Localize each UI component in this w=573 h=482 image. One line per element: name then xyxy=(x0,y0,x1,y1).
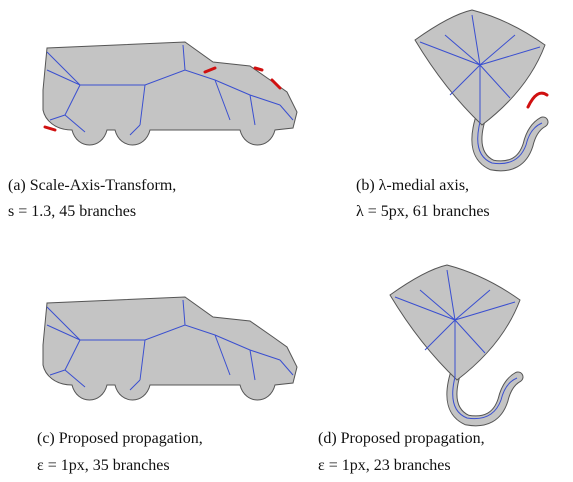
panel-b-image xyxy=(415,10,547,166)
caption-part: (a) xyxy=(8,177,26,194)
caption-part: (c) xyxy=(37,430,55,447)
panel-a-image xyxy=(42,41,298,146)
caption: (b) λ-medial axis, xyxy=(356,177,469,194)
panel-c-image xyxy=(42,296,298,401)
panel-d-image xyxy=(390,265,520,421)
caption: ε = 1px, 23 branches xyxy=(318,457,451,474)
caption-part: Proposed propagation, xyxy=(341,430,485,447)
caption-part: Proposed propagation, xyxy=(59,430,203,447)
caption-part: Scale-Axis-Transform, xyxy=(30,177,177,194)
caption-part: λ-medial axis, xyxy=(379,177,469,194)
caption: (c) Proposed propagation, xyxy=(37,430,203,447)
caption: (d) Proposed propagation, xyxy=(318,430,485,447)
caption: λ = 5px, 61 branches xyxy=(356,203,490,220)
caption-part: (b) xyxy=(356,177,375,194)
caption: s = 1.3, 45 branches xyxy=(8,203,136,220)
caption: ε = 1px, 35 branches xyxy=(37,457,170,474)
caption-part: (d) xyxy=(318,430,337,447)
caption: (a) Scale-Axis-Transform, xyxy=(8,177,176,194)
